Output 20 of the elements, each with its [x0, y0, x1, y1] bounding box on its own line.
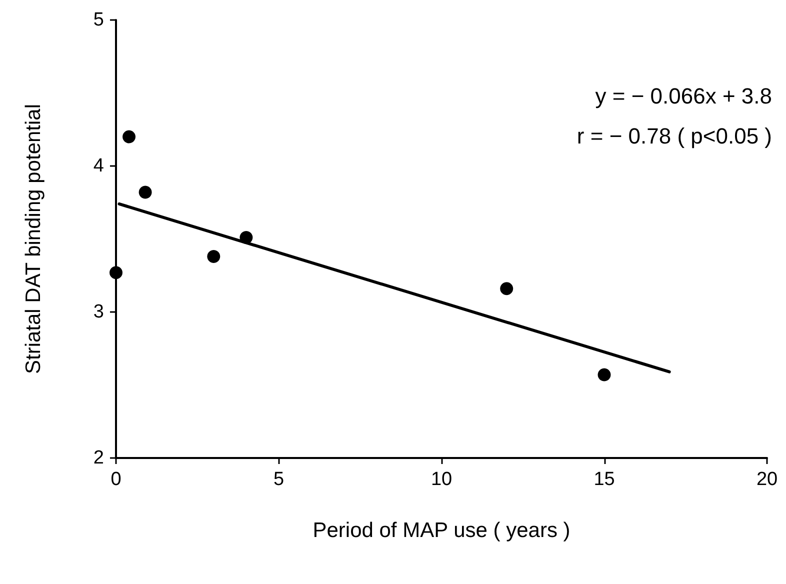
- point: [500, 282, 514, 296]
- annotation: y = − 0.066x + 3.8: [595, 84, 772, 108]
- y-tick-label: 2: [93, 448, 104, 468]
- point: [598, 368, 611, 382]
- x-tick-label: 20: [756, 469, 778, 490]
- point: [110, 266, 122, 280]
- x-axis-title: Period of MAP use ( years ): [312, 519, 570, 542]
- x-tick-label: 0: [110, 469, 122, 490]
- y-tick-label: 3: [93, 302, 104, 322]
- x-tick-label: 10: [430, 469, 452, 490]
- annotation: r = − 0.78 ( p<0.05 ): [576, 124, 772, 148]
- point: [207, 250, 220, 264]
- y-tick-label: 5: [93, 10, 104, 30]
- point: [138, 186, 152, 199]
- point: [240, 231, 253, 244]
- y-tick-label: 4: [93, 156, 104, 176]
- y-axis-title: Striatal DAT binding potential: [22, 104, 45, 374]
- x-tick-label: 5: [273, 469, 284, 490]
- x-tick-label: 15: [594, 469, 615, 490]
- point: [122, 130, 136, 144]
